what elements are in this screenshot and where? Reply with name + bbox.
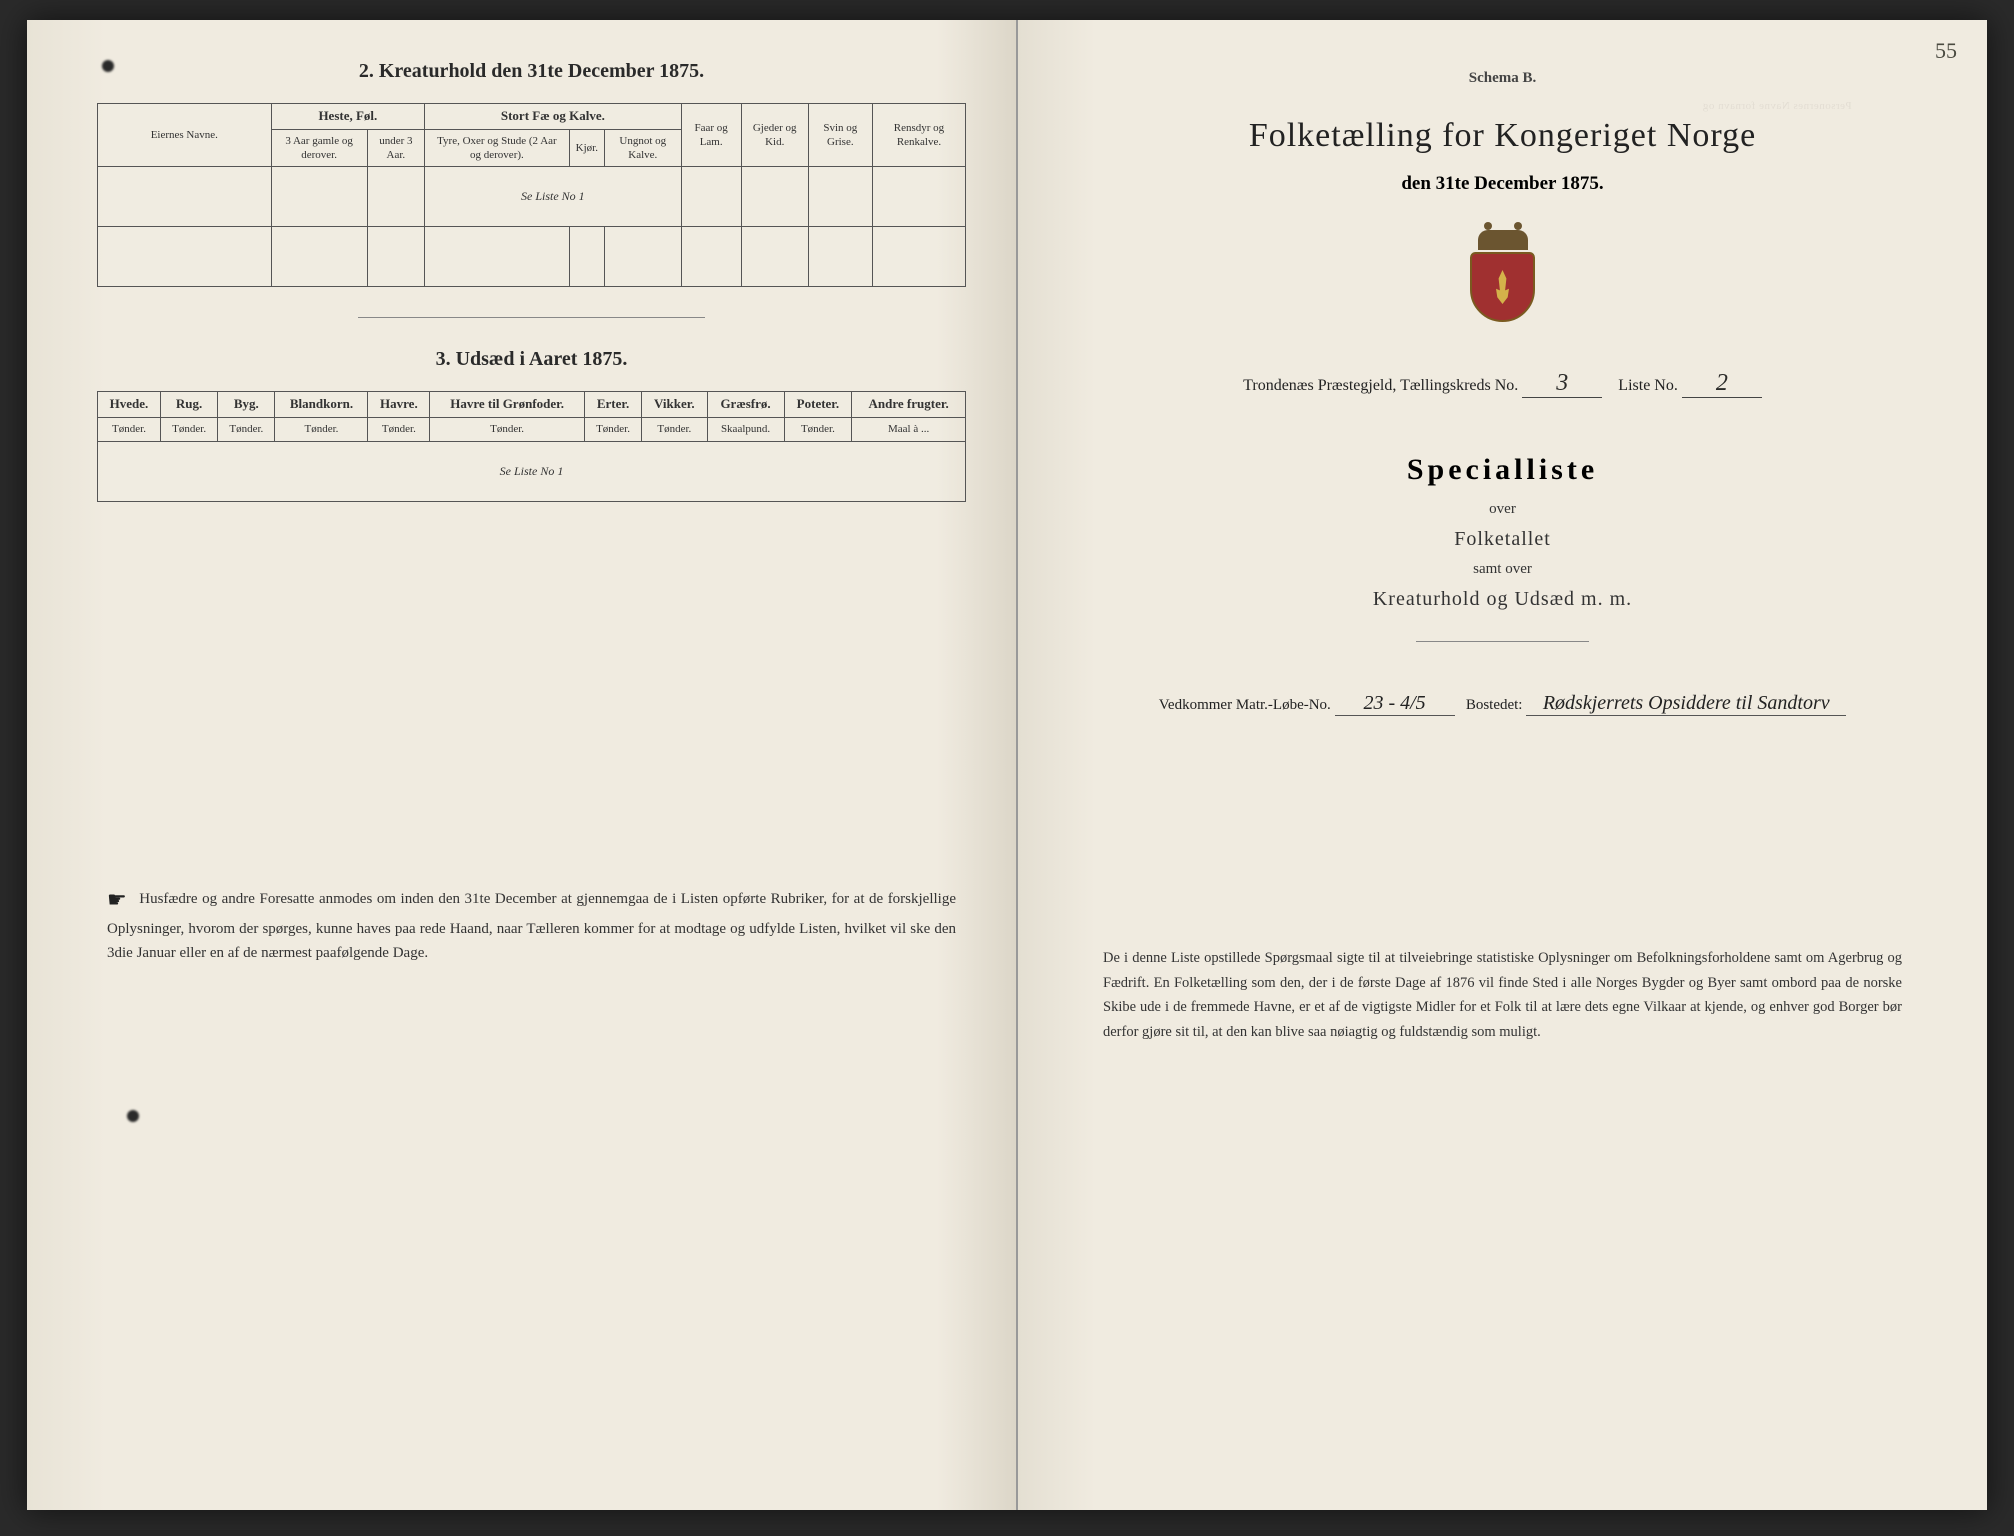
- bost-value: Rødskjerrets Opsiddere til Sandtorv: [1526, 692, 1846, 716]
- sub-s3: Ungnot og Kalve.: [604, 129, 681, 167]
- footer-paragraph: De i denne Liste opstillede Spørgsmaal s…: [1068, 946, 1937, 1045]
- c-andre: Andre frugter.: [852, 392, 966, 418]
- col-eier: Eiernes Navne.: [98, 104, 272, 167]
- udsaed-table: Hvede. Rug. Byg. Blandkorn. Havre. Havre…: [97, 391, 966, 501]
- cell: [271, 167, 367, 227]
- notice-paragraph: ☛ Husfædre og andre Foresatte anmodes om…: [97, 882, 966, 965]
- schema-label: Schema B.: [1068, 70, 1937, 87]
- c-vikker: Vikker.: [642, 392, 707, 418]
- page-number: 55: [1935, 38, 1957, 64]
- kreatur-label: Kreaturhold og Udsæd m. m.: [1068, 588, 1937, 611]
- section3-title: 3. Udsæd i Aaret 1875.: [97, 348, 966, 371]
- u: Tønder.: [784, 418, 852, 441]
- book-spread: 2. Kreaturhold den 31te December 1875. E…: [27, 20, 1987, 1510]
- cell: [367, 167, 425, 227]
- handwritten-note: Se Liste No 1: [425, 167, 681, 227]
- kreds-value: 3: [1522, 370, 1602, 398]
- c-graes: Græsfrø.: [707, 392, 784, 418]
- u: Tønder.: [430, 418, 585, 441]
- u: Maal à ...: [852, 418, 966, 441]
- bost-label: Bostedet:: [1466, 697, 1523, 713]
- col-rens: Rensdyr og Renkalve.: [872, 104, 965, 167]
- u: Tønder.: [368, 418, 430, 441]
- main-date: den 31te December 1875.: [1068, 173, 1937, 195]
- c-poteter: Poteter.: [784, 392, 852, 418]
- notice-text: Husfædre og andre Foresatte anmodes om i…: [107, 891, 956, 961]
- bleed-through: Personernes Navne fornavn og: [1627, 100, 1927, 112]
- c-rug: Rug.: [161, 392, 218, 418]
- cell: [872, 167, 965, 227]
- coat-of-arms-icon: [1460, 230, 1545, 325]
- c-havretil: Havre til Grønfoder.: [430, 392, 585, 418]
- cell: [98, 167, 272, 227]
- ink-smudge: [127, 1110, 139, 1122]
- c-erter: Erter.: [584, 392, 641, 418]
- sub-h2: under 3 Aar.: [367, 129, 425, 167]
- samt-label: samt over: [1068, 561, 1937, 578]
- ink-smudge: [102, 60, 114, 72]
- parish-prefix: Trondenæs Præstegjeld, Tællingskreds No.: [1243, 377, 1518, 394]
- col-svin: Svin og Grise.: [808, 104, 872, 167]
- pointing-hand-icon: ☛: [107, 882, 127, 917]
- u: Tønder.: [98, 418, 161, 441]
- handwritten-note: Se Liste No 1: [98, 441, 966, 501]
- u: Tønder.: [584, 418, 641, 441]
- col-stort: Stort Fæ og Kalve.: [425, 104, 681, 130]
- matr-value: 23 - 4/5: [1335, 692, 1455, 716]
- sub-h1: 3 Aar gamle og derover.: [271, 129, 367, 167]
- right-page: 55 Schema B. Folketælling for Kongeriget…: [1018, 20, 1987, 1510]
- specialliste-heading: Specialliste: [1068, 453, 1937, 487]
- u: Tønder.: [642, 418, 707, 441]
- liste-label: Liste No.: [1618, 377, 1678, 394]
- col-gjeder: Gjeder og Kid.: [741, 104, 808, 167]
- left-page: 2. Kreaturhold den 31te December 1875. E…: [27, 20, 1018, 1510]
- sub-s2: Kjør.: [569, 129, 604, 167]
- cell: [808, 167, 872, 227]
- folketallet-label: Folketallet: [1068, 528, 1937, 551]
- main-title: Folketælling for Kongeriget Norge: [1068, 117, 1937, 155]
- col-faar: Faar og Lam.: [681, 104, 741, 167]
- vedkommer-line: Vedkommer Matr.-Løbe-No. 23 - 4/5 Bosted…: [1068, 692, 1937, 716]
- parish-line: Trondenæs Præstegjeld, Tællingskreds No.…: [1068, 370, 1937, 398]
- liste-value: 2: [1682, 370, 1762, 398]
- u: Tønder.: [275, 418, 368, 441]
- cell: [681, 167, 741, 227]
- c-bland: Blandkorn.: [275, 392, 368, 418]
- kreaturhold-table: Eiernes Navne. Heste, Føl. Stort Fæ og K…: [97, 103, 966, 287]
- vedk-label: Vedkommer Matr.-Løbe-No.: [1159, 697, 1331, 713]
- u: Tønder.: [161, 418, 218, 441]
- divider: [358, 317, 706, 318]
- over-label: over: [1068, 501, 1937, 518]
- u: Tønder.: [218, 418, 275, 441]
- sub-s1: Tyre, Oxer og Stude (2 Aar og derover).: [425, 129, 570, 167]
- u: Skaalpund.: [707, 418, 784, 441]
- section2-title: 2. Kreaturhold den 31te December 1875.: [97, 60, 966, 83]
- col-heste: Heste, Føl.: [271, 104, 425, 130]
- cell: [741, 167, 808, 227]
- c-byg: Byg.: [218, 392, 275, 418]
- c-hvede: Hvede.: [98, 392, 161, 418]
- c-havre: Havre.: [368, 392, 430, 418]
- divider: [1416, 641, 1590, 642]
